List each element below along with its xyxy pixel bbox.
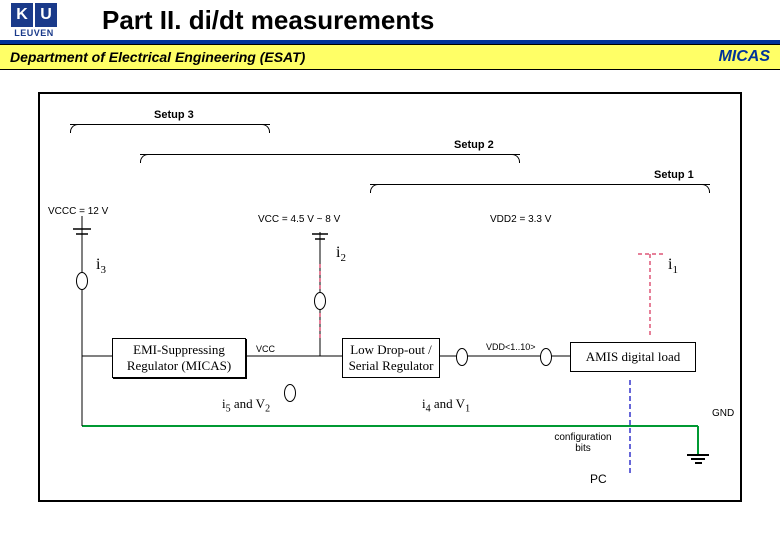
circuit-diagram: Setup 3 Setup 2 Setup 1 VCCC = 12 V VCC …	[38, 92, 742, 502]
i5v2-label: i5 and V2	[222, 396, 270, 415]
ldo-regulator-box: Low Drop-out / Serial Regulator	[342, 338, 440, 378]
slide-title: Part II. di/dt measurements	[102, 5, 434, 36]
vdd2-label: VDD2 = 3.3 V	[490, 214, 551, 225]
probe-i2	[314, 292, 326, 310]
probe-i5v2	[284, 384, 296, 402]
university-logo: K U LEUVEN	[6, 0, 62, 40]
logo-k: K	[11, 3, 33, 27]
i2-label: i2	[336, 244, 346, 264]
micas-label: MICAS	[718, 48, 770, 66]
vcc-pin-label: VCC	[256, 344, 275, 354]
bracket-setup3: Setup 3	[70, 124, 270, 125]
probe-i1-top	[540, 348, 552, 366]
emi-line2: Regulator (MICAS)	[127, 358, 231, 374]
amis-load-box: AMIS digital load	[570, 342, 696, 372]
subheader-bar: Department of Electrical Engineering (ES…	[0, 44, 780, 70]
logo-u: U	[35, 3, 57, 27]
vcc-label: VCC = 4.5 V ~ 8 V	[258, 214, 340, 225]
emi-regulator-box: EMI-Suppressing Regulator (MICAS)	[112, 338, 246, 378]
pc-label: PC	[590, 472, 607, 486]
probe-i3	[76, 272, 88, 290]
i3-label: i3	[96, 256, 106, 276]
bracket-setup1: Setup 1	[370, 184, 710, 185]
gnd-label: GND	[712, 408, 734, 419]
ldo-line1: Low Drop-out /	[350, 342, 432, 358]
emi-line1: EMI-Suppressing	[133, 342, 225, 358]
bracket-label-setup1: Setup 1	[650, 169, 698, 181]
ground-symbol	[687, 454, 709, 464]
config-bits-label: configuration bits	[548, 432, 618, 454]
i4v1-label: i4 and V1	[422, 396, 470, 415]
header-bar: K U LEUVEN Part II. di/dt measurements	[0, 0, 780, 44]
probe-i4v1-top	[456, 348, 468, 366]
vdd-pins-label: VDD<1..10>	[486, 342, 536, 352]
bracket-label-setup2: Setup 2	[450, 139, 498, 151]
department-label: Department of Electrical Engineering (ES…	[10, 49, 305, 65]
config-line1: configuration	[548, 432, 618, 443]
i1-label: i1	[668, 256, 678, 276]
ldo-line2: Serial Regulator	[349, 358, 434, 374]
bracket-setup2: Setup 2	[140, 154, 520, 155]
config-line2: bits	[548, 443, 618, 454]
bracket-label-setup3: Setup 3	[150, 109, 198, 121]
vccc-label: VCCC = 12 V	[48, 206, 108, 217]
logo-text: LEUVEN	[14, 28, 54, 38]
